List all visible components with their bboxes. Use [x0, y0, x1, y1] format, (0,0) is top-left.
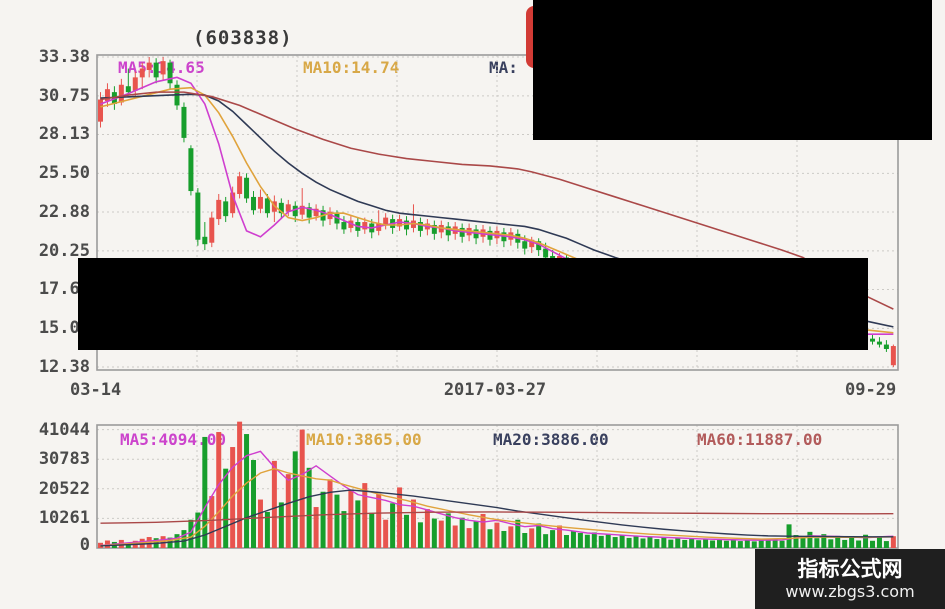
price-y-label: 12.38 — [38, 357, 90, 377]
price-ma10-label: MA10:14.74 — [303, 58, 400, 77]
price-y-label: 17.63 — [38, 279, 90, 299]
volume-y-label: 20522 — [38, 479, 90, 499]
redaction-box-top-right — [533, 0, 932, 140]
volume-y-label: 41044 — [38, 420, 90, 440]
volume-ma10-label: MA10:3865.00 — [306, 430, 422, 449]
volume-ma20-label: MA20:3886.00 — [493, 430, 609, 449]
watermark: 指标公式网 www.zbgs3.com — [755, 549, 945, 609]
watermark-site-name: 指标公式网 — [797, 557, 903, 581]
volume-ma60-label: MA60:11887.00 — [697, 430, 823, 449]
volume-ma5-label: MA5:4094.00 — [120, 430, 226, 449]
price-ma20-label: MA: — [489, 58, 518, 77]
redaction-box-middle — [78, 258, 868, 350]
price-y-label: 30.75 — [38, 86, 90, 106]
price-y-label: 20.25 — [38, 241, 90, 261]
price-y-label: 33.38 — [38, 47, 90, 67]
x-axis-date-start: 03-14 — [70, 380, 122, 400]
price-y-label: 15.00 — [38, 318, 90, 338]
x-axis-date-middle: 2017-03-27 — [443, 380, 547, 400]
price-y-label: 28.13 — [38, 124, 90, 144]
volume-y-label: 10261 — [38, 508, 90, 528]
price-y-label: 22.88 — [38, 202, 90, 222]
stock-symbol-title: (603838) — [193, 27, 293, 49]
watermark-site-url: www.zbgs3.com — [785, 582, 915, 601]
x-axis-date-end: 09-29 — [845, 380, 897, 400]
price-y-label: 25.50 — [38, 163, 90, 183]
volume-y-label: 30783 — [38, 449, 90, 469]
volume-y-label: 0 — [79, 535, 90, 555]
